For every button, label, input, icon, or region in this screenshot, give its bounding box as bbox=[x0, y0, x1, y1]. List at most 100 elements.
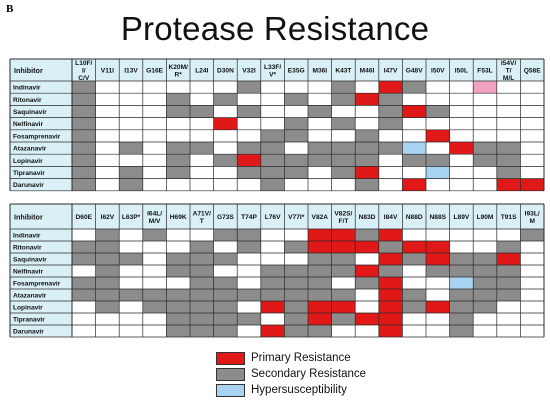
row-label: Saquinavir bbox=[13, 257, 47, 264]
row-label: Indinavir bbox=[13, 233, 41, 240]
cell-S bbox=[473, 142, 497, 155]
cell-S bbox=[72, 178, 96, 191]
cell-P bbox=[355, 93, 379, 106]
cell-S bbox=[331, 154, 356, 167]
row-label: Fosamprenavir bbox=[13, 281, 61, 288]
column-header: N88S bbox=[430, 214, 447, 221]
cell-S bbox=[237, 81, 261, 94]
cell-S bbox=[473, 301, 497, 313]
cell-S bbox=[496, 277, 521, 289]
column-header: T74P bbox=[241, 214, 257, 221]
cell-P bbox=[308, 313, 332, 325]
cell-S bbox=[260, 265, 285, 277]
cell-P bbox=[378, 289, 403, 301]
cell-S bbox=[378, 265, 403, 277]
cell-S bbox=[72, 253, 96, 265]
cell-S bbox=[190, 301, 214, 313]
column-header: M36I bbox=[312, 68, 327, 75]
cell-S bbox=[72, 105, 96, 118]
column-header: L89V bbox=[454, 214, 470, 221]
cell-S bbox=[213, 301, 238, 313]
cell-S bbox=[190, 325, 214, 337]
legend-item-secondary: Secondary Resistance bbox=[216, 366, 366, 382]
cell-S bbox=[260, 129, 285, 142]
cell-P bbox=[378, 325, 403, 337]
cell-S bbox=[331, 81, 356, 94]
cell-S bbox=[260, 166, 285, 179]
cell-S bbox=[190, 313, 214, 325]
cell-H bbox=[426, 166, 450, 179]
cell-S bbox=[378, 117, 403, 130]
column-header: E35G bbox=[288, 68, 305, 75]
cell-S bbox=[355, 142, 379, 155]
cell-S bbox=[166, 142, 190, 155]
cell-P bbox=[520, 178, 544, 191]
column-header: K43T bbox=[335, 68, 351, 75]
cell-P bbox=[355, 265, 379, 277]
cell-H bbox=[449, 277, 474, 289]
cell-S bbox=[331, 117, 356, 130]
cell-S bbox=[95, 265, 120, 277]
column-header: I47V bbox=[384, 68, 398, 75]
column-header: I54V/T/M/L bbox=[501, 60, 517, 82]
cell-S bbox=[496, 154, 521, 167]
cell-S bbox=[331, 93, 356, 106]
cell-S bbox=[119, 289, 143, 301]
cell-S bbox=[260, 289, 285, 301]
cell-S bbox=[378, 241, 403, 253]
page-title: Protease Resistance bbox=[120, 10, 430, 47]
cell-S bbox=[284, 277, 308, 289]
cell-S bbox=[284, 166, 308, 179]
cell-S bbox=[473, 277, 497, 289]
cell-S bbox=[237, 105, 261, 118]
row-label: Lopinavir bbox=[13, 158, 43, 165]
cell-S bbox=[378, 142, 403, 155]
cell-S bbox=[72, 81, 96, 94]
legend-label-hypersusceptibility: Hypersusceptibility bbox=[251, 384, 347, 396]
cell-S bbox=[190, 241, 214, 253]
cell-S bbox=[331, 265, 356, 277]
column-header: T91S bbox=[501, 214, 517, 221]
drug-column-bg bbox=[10, 229, 72, 337]
cell-S bbox=[190, 277, 214, 289]
cell-S bbox=[237, 166, 261, 179]
cell-S bbox=[72, 93, 96, 106]
cell-S bbox=[402, 154, 426, 167]
cell-P bbox=[260, 325, 285, 337]
cell-S bbox=[284, 241, 308, 253]
column-header: V82A bbox=[312, 214, 329, 221]
cell-P bbox=[331, 229, 356, 241]
cell-S bbox=[473, 154, 497, 167]
table-header-label: Inhibitor bbox=[14, 66, 43, 75]
cell-S bbox=[331, 166, 356, 179]
cell-P bbox=[378, 229, 403, 241]
cell-S bbox=[308, 265, 332, 277]
cell-S bbox=[355, 229, 379, 241]
row-label: Tipranavir bbox=[13, 317, 45, 324]
cell-S bbox=[190, 253, 214, 265]
legend-item-primary: Primary Resistance bbox=[216, 350, 366, 366]
cell-P bbox=[378, 301, 403, 313]
cell-S bbox=[213, 93, 238, 106]
cell-S bbox=[284, 129, 308, 142]
cell-S bbox=[72, 154, 96, 167]
row-label: Ritonavir bbox=[13, 245, 42, 252]
cell-S bbox=[237, 229, 261, 241]
cell-S bbox=[402, 81, 426, 94]
column-header: L90M bbox=[477, 214, 494, 221]
cell-P bbox=[496, 178, 521, 191]
cell-S bbox=[284, 154, 308, 167]
cell-S bbox=[449, 301, 474, 313]
cell-S bbox=[378, 93, 403, 106]
cell-S bbox=[331, 253, 356, 265]
row-label: Indinavir bbox=[13, 85, 41, 92]
cell-S bbox=[72, 166, 96, 179]
cell-P bbox=[378, 277, 403, 289]
column-header: H69K bbox=[170, 214, 187, 221]
cell-S bbox=[119, 166, 143, 179]
legend: Primary Resistance Secondary Resistance … bbox=[216, 350, 366, 398]
cell-S bbox=[284, 93, 308, 106]
cell-S bbox=[95, 289, 120, 301]
cell-S bbox=[331, 313, 356, 325]
cell-S bbox=[426, 105, 450, 118]
